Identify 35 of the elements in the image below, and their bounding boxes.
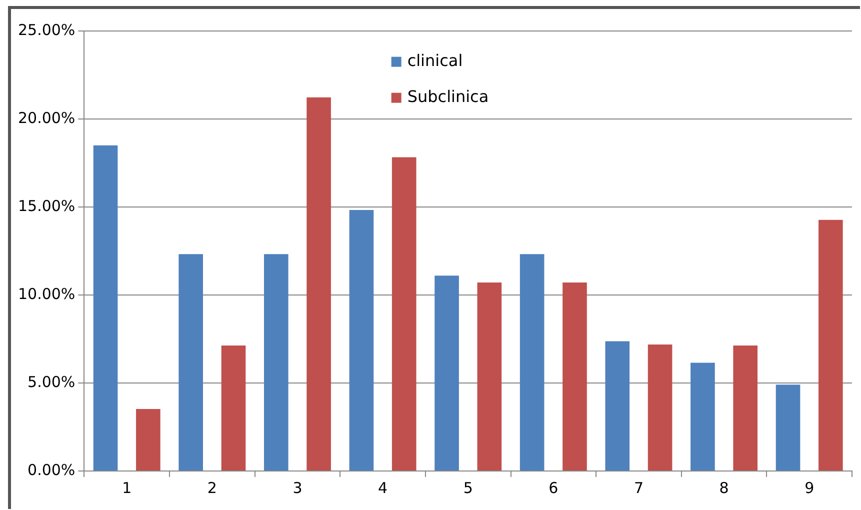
bar [221,346,246,470]
y-tick-label: 15.00% [18,196,76,215]
bar [776,384,800,470]
bar [264,254,288,470]
x-tick-label: 6 [548,478,558,497]
y-tick-label: 0.00% [28,460,76,479]
bar [93,145,118,470]
bar [648,344,672,470]
bar [690,362,715,470]
bar [434,276,459,470]
legend-label: clinical [407,50,463,70]
x-tick-label: 5 [463,478,473,497]
x-tick-label: 4 [378,478,388,497]
bar [477,282,502,470]
y-tick-label: 5.00% [28,372,76,391]
bar [306,97,331,470]
bar [136,409,160,470]
y-tick-label: 25.00% [18,20,76,39]
bar [733,346,758,470]
bar [349,210,374,470]
bar [605,341,630,470]
bar [178,254,203,470]
x-tick-label: 7 [634,478,644,497]
y-tick-label: 10.00% [18,284,76,303]
legend-label: Subclinica [407,86,489,106]
x-tick-label: 2 [207,478,217,497]
x-tick-label: 1 [122,478,132,497]
bar [520,254,544,470]
bar [818,220,843,470]
x-tick-label: 8 [719,478,729,497]
x-tick-label: 9 [804,478,814,497]
bar [562,282,587,470]
y-tick-label: 20.00% [18,108,76,127]
bar [392,157,416,470]
x-tick-label: 3 [292,478,302,497]
